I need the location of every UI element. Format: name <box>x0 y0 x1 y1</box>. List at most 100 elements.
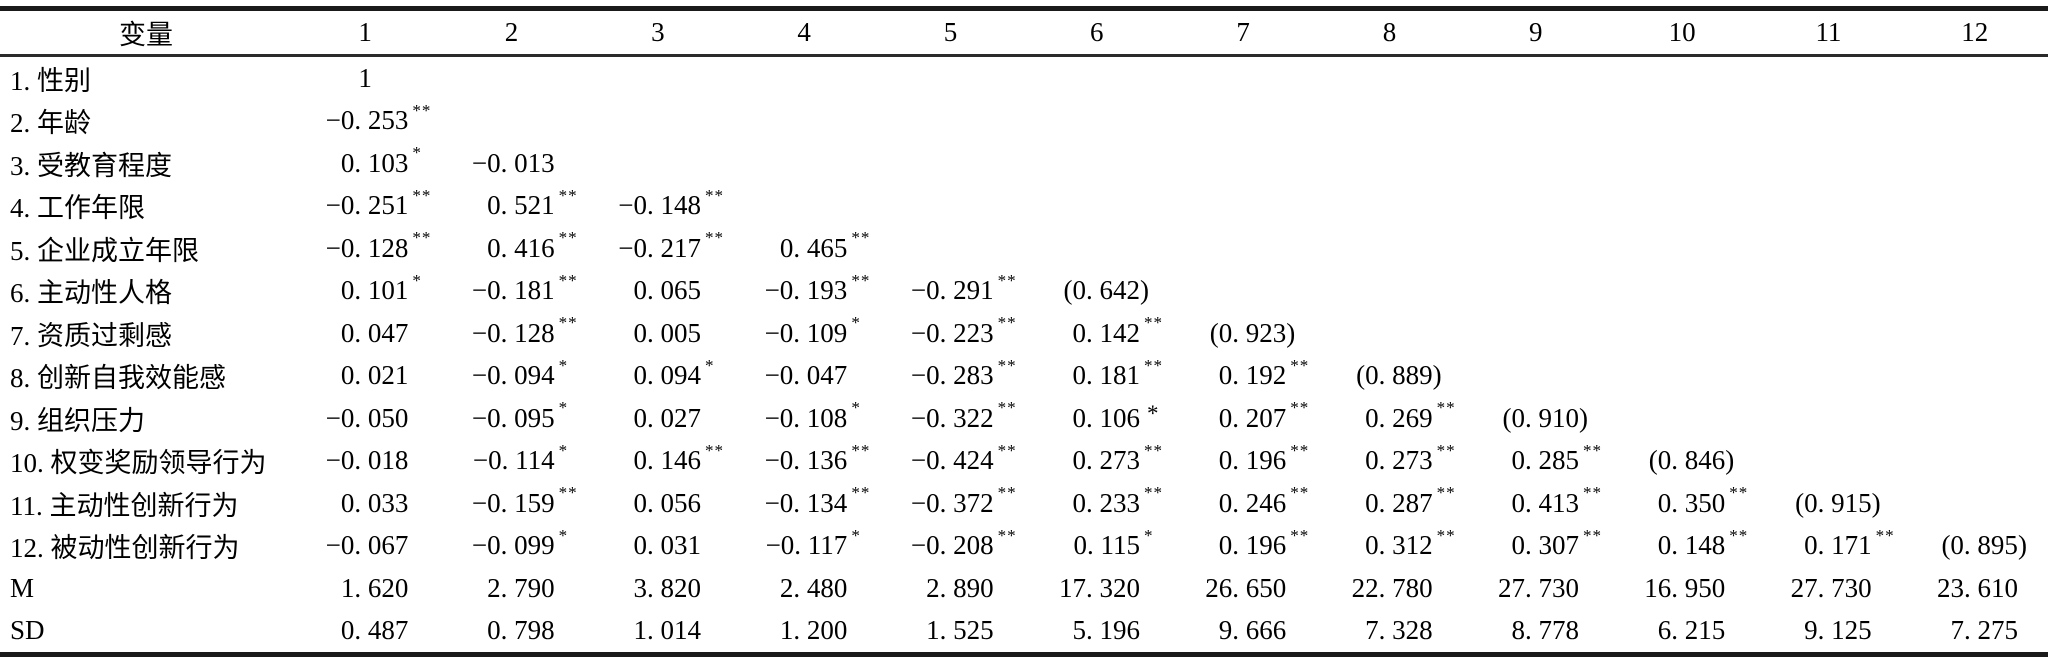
table-cell: (0. 915) <box>1755 482 1901 525</box>
significance-marker: ** <box>997 270 1017 290</box>
significance-marker: * <box>412 270 422 290</box>
significance-marker: * <box>558 398 569 418</box>
significance-marker: ** <box>851 270 871 290</box>
table-row: 7. 资质过剩感 0. 047 −0. 128 ** 0. 005 −0. 109 * −0.… <box>0 312 2048 355</box>
closing-paren: ) <box>1578 402 1588 433</box>
column-header: 2 <box>504 17 519 47</box>
table-cell: 0. 207 ** <box>1170 397 1316 440</box>
table-cell <box>1902 100 2048 143</box>
table-cell: 5. 196 <box>1072 615 1140 646</box>
column-header: 11 <box>1815 17 1842 47</box>
table-cell <box>1755 355 1901 398</box>
table-cell <box>731 185 877 228</box>
table-cell: (0. 895) <box>1902 525 2048 568</box>
table-cell: 1. 200 <box>779 615 848 646</box>
table-cell <box>1170 57 1316 100</box>
table-cell <box>1170 227 1316 270</box>
table-cell <box>1755 142 1901 185</box>
table-cell: 0. 196 ** <box>1170 525 1316 568</box>
row-label: 12. 被动性创新行为 <box>10 533 240 564</box>
table-cell: 0. 233 ** <box>1024 482 1170 525</box>
table-cell: −0. 050 <box>325 402 409 433</box>
table-cell <box>1463 185 1609 228</box>
table-cell: 27. 730 <box>1497 572 1579 603</box>
table-cell: 0. 312 ** <box>1316 525 1462 568</box>
row-label: M <box>10 572 35 603</box>
row-label: 10. 权变奖励领导行为 <box>10 448 267 479</box>
significance-marker: * <box>704 355 715 375</box>
table-cell <box>1609 227 1755 270</box>
table-cell: −0. 117 * <box>731 525 877 568</box>
table-cell: 7. 328 <box>1365 615 1433 646</box>
table-cell: (0. 642) <box>1024 270 1170 313</box>
table-cell <box>1316 142 1462 185</box>
row-label: 2. 年龄 <box>10 108 91 139</box>
row-label: 11. 主动性创新行为 <box>10 490 239 521</box>
significance-marker: ** <box>851 440 871 460</box>
table-row: 12. 被动性创新行为 −0. 067 −0. 099 * 0. 031 −0. 117 *… <box>0 525 2048 568</box>
table-cell: 9. 125 <box>1804 615 1872 646</box>
table-cell <box>1755 270 1901 313</box>
table-cell <box>1316 185 1462 228</box>
table-cell <box>1755 227 1901 270</box>
table-cell: 0. 031 <box>633 530 701 561</box>
significance-marker: ** <box>1729 525 1749 545</box>
table-cell: 0. 246 ** <box>1170 482 1316 525</box>
table-row: 5. 企业成立年限 −0. 128 ** 0. 416 ** −0. 217 ** 0. 46… <box>0 227 2048 270</box>
closing-paren: ) <box>1871 487 1881 518</box>
table-cell <box>1609 185 1755 228</box>
significance-marker: * <box>851 398 861 418</box>
significance-marker: ** <box>997 313 1017 333</box>
table-cell: 1. 014 <box>633 615 701 646</box>
table-row: 2. 年龄 −0. 253 ** <box>0 100 2048 143</box>
significance-marker: ** <box>412 100 432 120</box>
table-cell: 0. 056 <box>633 487 701 518</box>
column-header: 12 <box>1961 17 1989 47</box>
table-cell <box>585 100 731 143</box>
table-row: 10. 权变奖励领导行为 −0. 018 −0. 114 * 0. 146 ** −0. 1… <box>0 440 2048 483</box>
significance-marker: ** <box>1143 355 1163 375</box>
table-cell: −0. 114 * <box>438 440 584 483</box>
table-cell <box>877 227 1023 270</box>
significance-marker: ** <box>558 270 578 290</box>
table-cell <box>438 100 584 143</box>
table-cell <box>1755 440 1901 483</box>
column-header: 7 <box>1236 17 1250 47</box>
table-cell: −0. 136 ** <box>731 440 877 483</box>
table-cell: 2. 790 <box>487 572 555 603</box>
table-cell <box>1609 142 1755 185</box>
table-cell: 2. 890 <box>926 572 994 603</box>
column-header: 1 <box>358 17 372 47</box>
table-cell: 0. 413 ** <box>1463 482 1609 525</box>
table-row: 1. 性别 1 <box>0 57 2048 100</box>
table-row: 11. 主动性创新行为 0. 033 −0. 159 ** 0. 056 −0. 134 *… <box>0 482 2048 525</box>
table-cell: (0. 889) <box>1316 355 1462 398</box>
table-cell: 23. 610 <box>1936 572 2018 603</box>
table-cell: 0. 287 ** <box>1316 482 1462 525</box>
table-cell: 0. 192 ** <box>1170 355 1316 398</box>
table-cell: −0. 128 ** <box>292 227 438 270</box>
table-cell: 3. 820 <box>633 572 701 603</box>
table-cell <box>1902 355 2048 398</box>
table-cell <box>1316 100 1462 143</box>
closing-paren: ) <box>2017 530 2027 561</box>
table-cell: 1 <box>358 62 372 93</box>
table-cell: −0. 159 ** <box>438 482 584 525</box>
table-cell: −0. 217 ** <box>585 227 731 270</box>
table-cell: 0. 465 ** <box>731 227 877 270</box>
significance-marker: * <box>558 440 569 460</box>
table-cell: 0. 273 ** <box>1024 440 1170 483</box>
table-cell <box>1463 227 1609 270</box>
table-cell: 0. 047 <box>340 317 409 348</box>
significance-marker: ** <box>1436 440 1456 460</box>
table-cell <box>1024 185 1170 228</box>
table-cell: 0. 307 ** <box>1463 525 1609 568</box>
significance-marker: * <box>1143 525 1154 545</box>
column-header: 8 <box>1382 17 1397 47</box>
table-row: 8. 创新自我效能感 0. 021 −0. 094 * 0. 094 * −0. 047 −0… <box>0 355 2048 398</box>
significance-marker: ** <box>1290 398 1310 418</box>
table-cell <box>1024 142 1170 185</box>
table-cell <box>731 57 877 100</box>
table-cell: 0. 005 <box>633 317 701 348</box>
